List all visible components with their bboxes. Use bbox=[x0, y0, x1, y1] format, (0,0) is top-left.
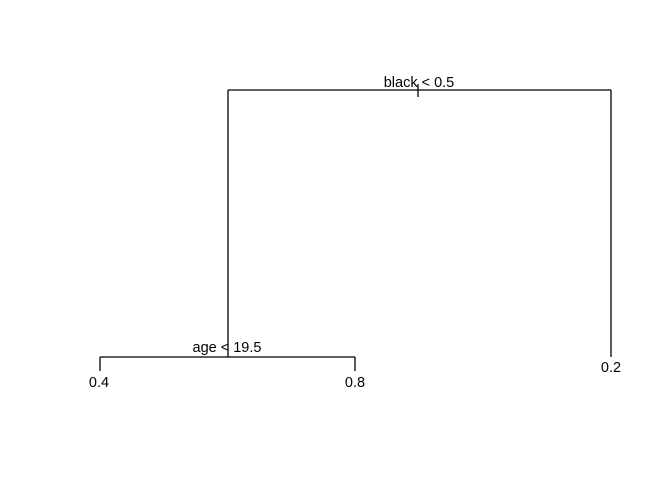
leaf-left-right-label: 0.8 bbox=[345, 375, 365, 391]
leaf-left-left-label: 0.4 bbox=[89, 375, 109, 391]
root-split-label: black < 0.5 bbox=[384, 75, 455, 91]
leaf-right-label: 0.2 bbox=[601, 360, 621, 376]
left-split-label: age < 19.5 bbox=[193, 340, 262, 356]
